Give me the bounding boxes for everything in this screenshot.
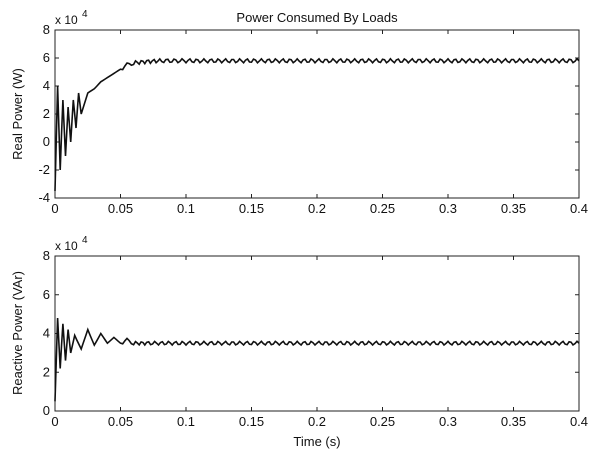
x-tick-label: 0.1 <box>177 414 195 429</box>
x-tick-label: 0.1 <box>177 201 195 216</box>
x-tick-label: 0.05 <box>108 201 133 216</box>
y-tick-label: -4 <box>38 190 50 205</box>
series-line-real-power <box>54 57 580 192</box>
y-axis-label-bottom: Reactive Power (VAr) <box>10 271 25 395</box>
x-axis-label: Time (s) <box>293 434 340 449</box>
ticks-top: 0 0.05 0.1 0.15 0.2 0.25 0.3 0.35 0.4 -4 -2 0 2 4 6 8 <box>38 22 588 216</box>
x-tick-label: 0.35 <box>501 201 526 216</box>
x-tick-label: 0.3 <box>439 201 457 216</box>
scale-exponent-top: 4 <box>82 9 88 20</box>
y-tick-label: 4 <box>43 78 50 93</box>
ticks-bottom: 0 0.05 0.1 0.15 0.2 0.25 0.3 0.35 0.4 0 2 4 6 8 <box>43 248 588 429</box>
y-tick-label: 2 <box>43 106 50 121</box>
plot-real-power: Power Consumed By Loads x 10 4 Real Powe… <box>10 9 588 216</box>
y-tick-label: 0 <box>43 403 50 418</box>
x-tick-label: 0.4 <box>570 201 588 216</box>
x-tick-label: 0.25 <box>370 201 395 216</box>
plot-reactive-power: x 10 4 Reactive Power (VAr) Time (s) 0 0.… <box>10 235 588 449</box>
y-tick-label: 8 <box>43 22 50 37</box>
y-tick-label: 4 <box>43 326 50 341</box>
x-tick-label: 0.35 <box>501 414 526 429</box>
x-tick-label: 0.2 <box>308 201 326 216</box>
series-line-reactive-power <box>54 317 580 402</box>
x-tick-label: 0.05 <box>108 414 133 429</box>
y-tick-label: 6 <box>43 50 50 65</box>
scale-exponent-bottom: 4 <box>82 235 88 246</box>
scale-label-top: x 10 <box>55 13 78 27</box>
y-tick-label: 6 <box>43 287 50 302</box>
x-tick-label: 0.4 <box>570 414 588 429</box>
x-tick-label: 0 <box>51 201 58 216</box>
x-tick-label: 0.15 <box>239 201 264 216</box>
scale-label-bottom: x 10 <box>55 239 78 253</box>
x-tick-label: 0.15 <box>239 414 264 429</box>
y-axis-label-top: Real Power (W) <box>10 68 25 160</box>
x-tick-label: 0.3 <box>439 414 457 429</box>
axes-frame-top <box>54 29 580 199</box>
x-tick-label: 0 <box>51 414 58 429</box>
y-tick-label: 8 <box>43 248 50 263</box>
chart-title: Power Consumed By Loads <box>236 10 398 25</box>
y-tick-label: 2 <box>43 364 50 379</box>
axes-frame-bottom <box>54 255 580 412</box>
x-tick-label: 0.25 <box>370 414 395 429</box>
y-tick-label: 0 <box>43 134 50 149</box>
x-tick-label: 0.2 <box>308 414 326 429</box>
y-tick-label: -2 <box>38 162 50 177</box>
